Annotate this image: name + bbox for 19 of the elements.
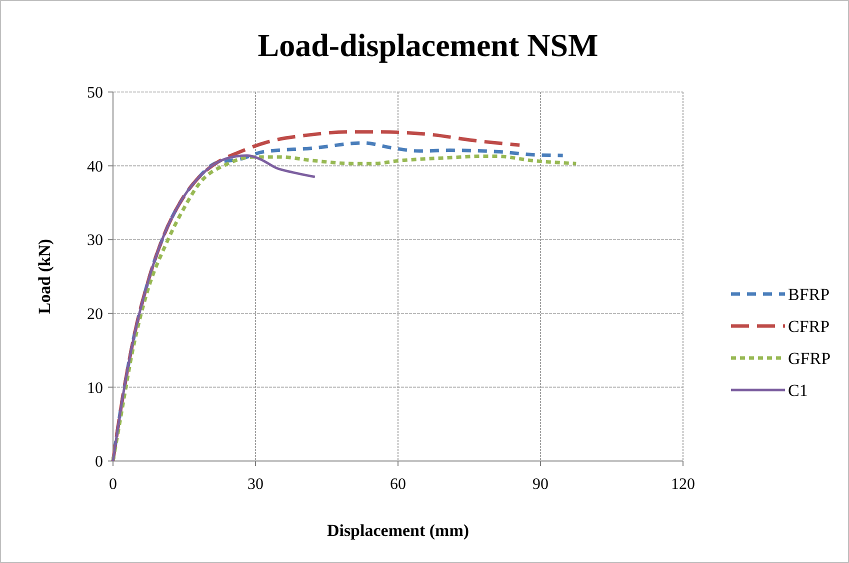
y-tick-label: 0 bbox=[95, 454, 103, 471]
x-tick-label: 90 bbox=[532, 476, 548, 493]
y-tick-label: 30 bbox=[87, 232, 103, 250]
y-tick-label: 50 bbox=[87, 84, 103, 102]
x-axis-title: Displacement (mm) bbox=[326, 521, 470, 540]
x-tick-label: 0 bbox=[109, 476, 117, 493]
legend-label: C1 bbox=[788, 380, 808, 400]
legend-label: GFRP bbox=[788, 348, 831, 368]
chart-title: Load-displacement NSM bbox=[258, 27, 598, 63]
legend-label: BFRP bbox=[788, 284, 830, 304]
line-series bbox=[112, 154, 316, 462]
y-tick-label: 20 bbox=[87, 306, 103, 323]
y-tick-label: 10 bbox=[87, 380, 103, 397]
x-tick-label: 30 bbox=[248, 476, 264, 493]
y-tick-label: 40 bbox=[87, 158, 103, 176]
legend-label: CFRP bbox=[788, 316, 830, 336]
y-axis-title: Load (kN) bbox=[35, 238, 54, 314]
x-tick-label: 60 bbox=[390, 476, 406, 493]
x-tick-label: 120 bbox=[671, 476, 695, 493]
